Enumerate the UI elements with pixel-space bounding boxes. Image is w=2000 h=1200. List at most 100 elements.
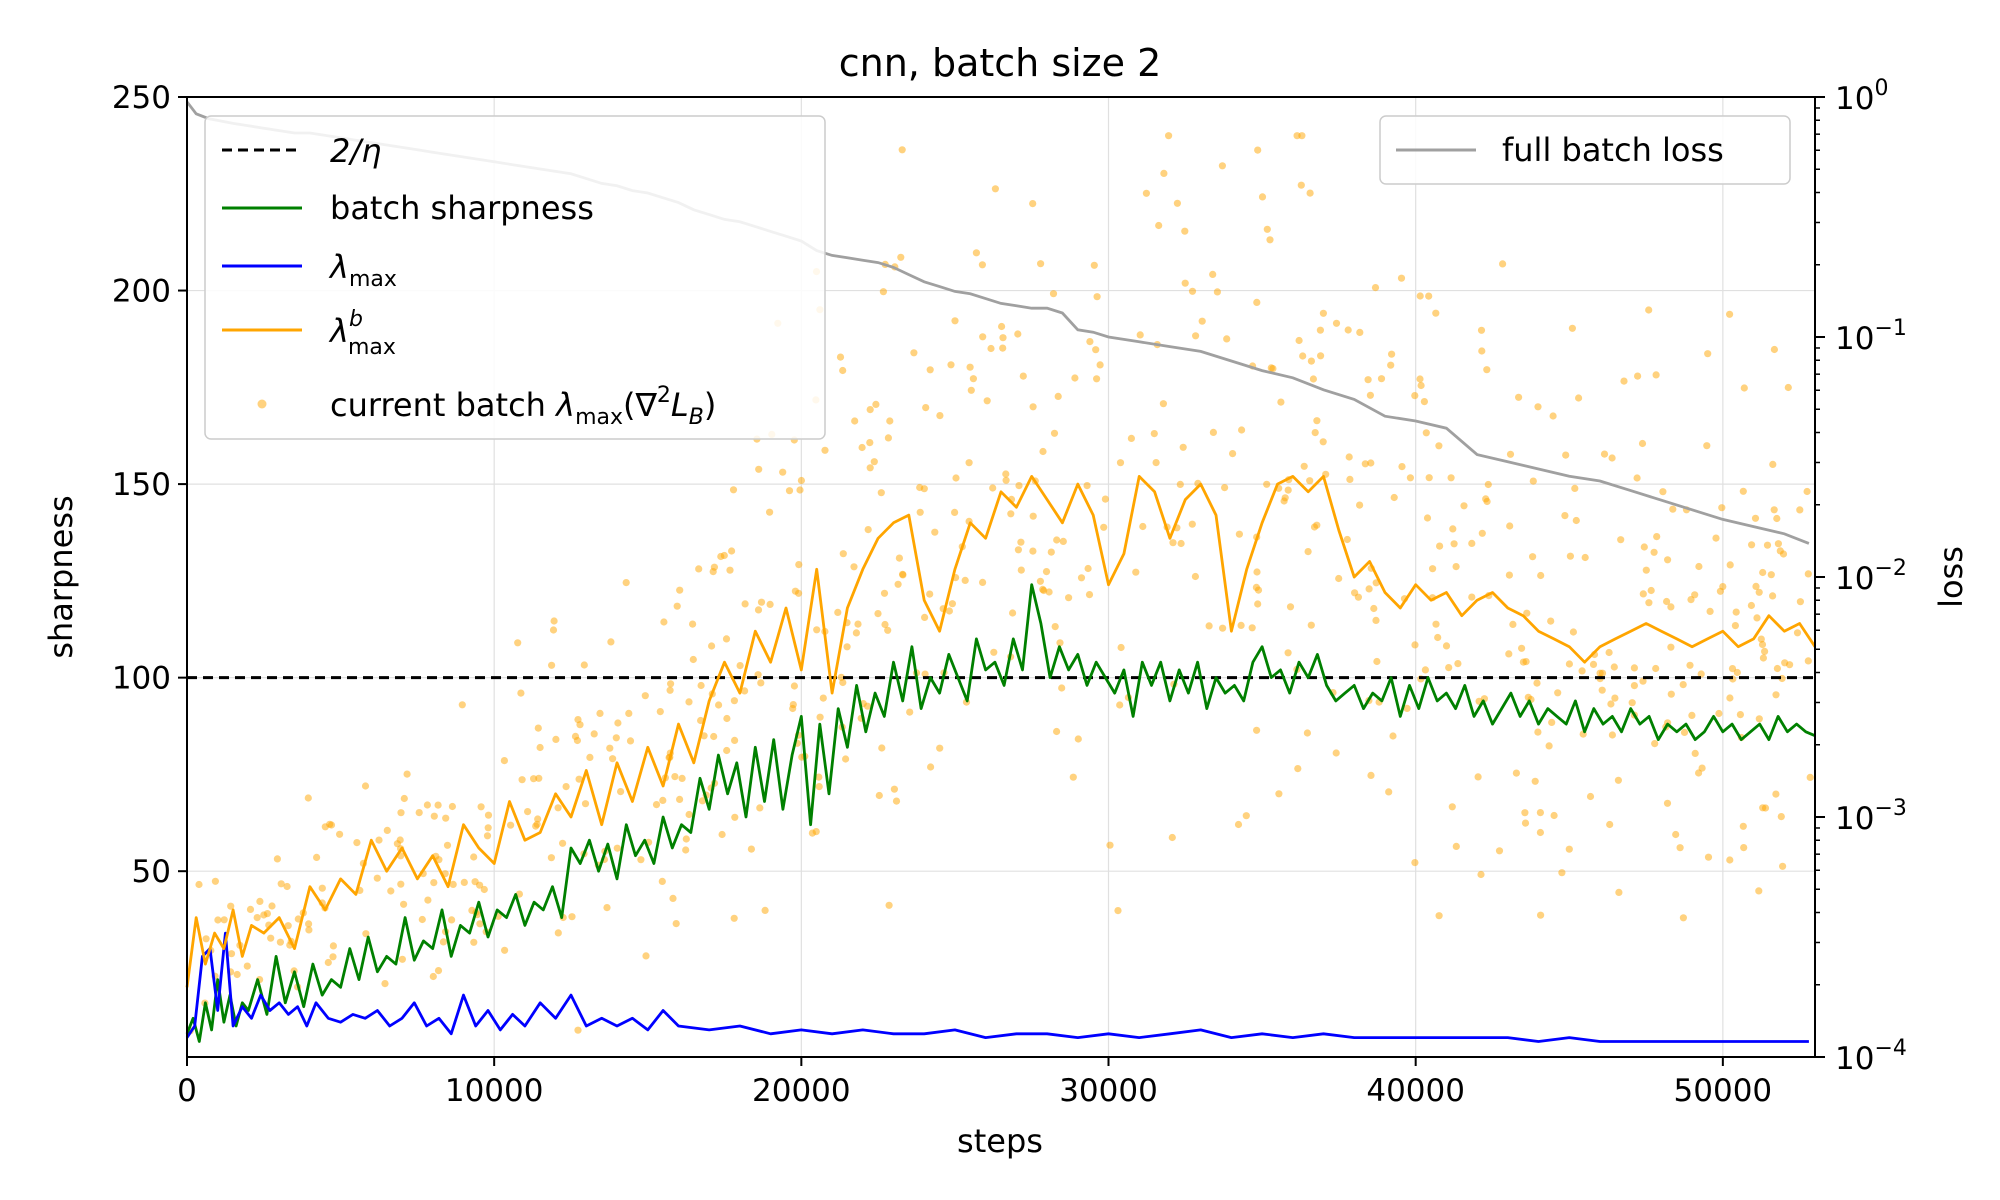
scatter-point	[1645, 306, 1653, 314]
scatter-point	[789, 701, 797, 709]
scatter-point	[1758, 640, 1767, 649]
scatter-point	[1319, 309, 1327, 317]
scatter-point	[689, 620, 697, 628]
scatter-point	[1478, 529, 1486, 537]
scatter-point	[1238, 426, 1246, 434]
scatter-point	[880, 589, 889, 597]
scatter-point	[1136, 331, 1144, 339]
scatter-point	[1752, 582, 1760, 591]
scatter-point	[755, 465, 763, 473]
scatter-point	[1009, 609, 1017, 617]
scatter-point	[1640, 543, 1648, 551]
scatter-point	[1747, 601, 1755, 610]
scatter-point	[1253, 568, 1261, 576]
scatter-point	[720, 551, 728, 560]
scatter-point	[580, 661, 588, 669]
scatter-point	[535, 774, 543, 782]
scatter-point	[715, 701, 723, 709]
scatter-point	[400, 900, 408, 908]
scatter-point	[449, 880, 457, 889]
y-tick-label: 50	[132, 854, 171, 890]
legend-left-frame	[204, 115, 826, 440]
scatter-point	[1354, 593, 1362, 601]
scatter-point	[383, 826, 391, 835]
scatter-point	[898, 146, 906, 154]
scatter-point	[397, 809, 405, 817]
scatter-point	[1769, 592, 1777, 600]
scatter-point	[710, 563, 719, 571]
scatter-point	[429, 972, 437, 981]
scatter-point	[689, 655, 697, 664]
x-axis-title: steps	[957, 1122, 1043, 1160]
scatter-point	[1653, 533, 1661, 541]
scatter-point	[1188, 520, 1196, 528]
legend-batch-sharpness-label: batch sharpness	[330, 189, 594, 227]
legend-lambda-b-max-symbol: λ	[328, 312, 349, 350]
scatter-point	[195, 880, 203, 889]
scatter-point	[731, 813, 739, 821]
scatter-point	[1219, 624, 1227, 632]
scatter-point	[1515, 393, 1523, 401]
scatter-point	[1050, 429, 1059, 437]
scatter-point	[916, 508, 924, 516]
scatter-point	[1263, 225, 1271, 233]
scatter-point	[1198, 317, 1206, 325]
legend-current-batch-subB: B	[689, 405, 704, 430]
scatter-point	[754, 606, 763, 614]
scatter-point	[722, 635, 731, 643]
scatter-point	[1740, 384, 1748, 392]
scatter-point	[1781, 659, 1789, 667]
scatter-point	[685, 698, 693, 706]
scatter-point	[1263, 480, 1271, 488]
scatter-point	[1356, 501, 1364, 509]
scatter-point	[766, 508, 774, 516]
scatter-point	[990, 648, 998, 656]
scatter-point	[1505, 571, 1513, 579]
scatter-point	[991, 185, 1000, 193]
scatter-point	[1367, 459, 1375, 467]
scatter-point	[1059, 537, 1067, 546]
scatter-point	[999, 344, 1007, 352]
scatter-point	[1726, 856, 1734, 864]
scatter-point	[1065, 594, 1073, 602]
scatter-point	[821, 446, 829, 454]
scatter-point	[1049, 290, 1058, 298]
scatter-point	[1425, 292, 1433, 300]
scatter-point	[1084, 564, 1092, 573]
scatter-point	[656, 708, 664, 716]
scatter-point	[1630, 682, 1638, 690]
scatter-point	[697, 716, 705, 725]
scatter-point	[1096, 361, 1104, 369]
scatter-point	[1300, 462, 1308, 470]
scatter-point	[877, 489, 885, 497]
scatter-point	[434, 801, 442, 809]
scatter-point	[1371, 284, 1380, 292]
scatter-point	[669, 894, 677, 903]
legend-lambda-max-symbol: λ	[328, 248, 349, 286]
scatter-point	[1039, 585, 1047, 594]
y2-tick-base: 10	[1835, 321, 1874, 357]
scatter-point	[260, 911, 268, 919]
scatter-point	[1209, 428, 1217, 436]
legend-left: 2/η batch sharpness λmax λb max current b…	[204, 115, 826, 440]
scatter-point	[1759, 654, 1767, 662]
scatter-point	[931, 528, 939, 536]
scatter-point	[1090, 261, 1098, 269]
scatter-point	[1181, 227, 1189, 235]
legend-lambda-b-max-label: λb max	[328, 307, 396, 360]
scatter-point	[1253, 298, 1261, 306]
scatter-point	[1253, 726, 1261, 734]
scatter-point	[1522, 658, 1530, 666]
legend-threshold-label: 2/η	[330, 132, 381, 170]
scatter-point	[1036, 577, 1044, 585]
scatter-point	[1569, 628, 1577, 636]
legend-current-batch-sup: 2	[657, 383, 671, 408]
scatter-point	[757, 679, 765, 687]
legend-right-frame	[1379, 115, 1791, 185]
scatter-point	[797, 476, 806, 485]
scatter-point	[987, 344, 995, 353]
scatter-point	[1748, 541, 1756, 549]
scatter-point	[256, 897, 264, 906]
scatter-point	[1037, 260, 1045, 268]
scatter-point	[1254, 146, 1262, 154]
